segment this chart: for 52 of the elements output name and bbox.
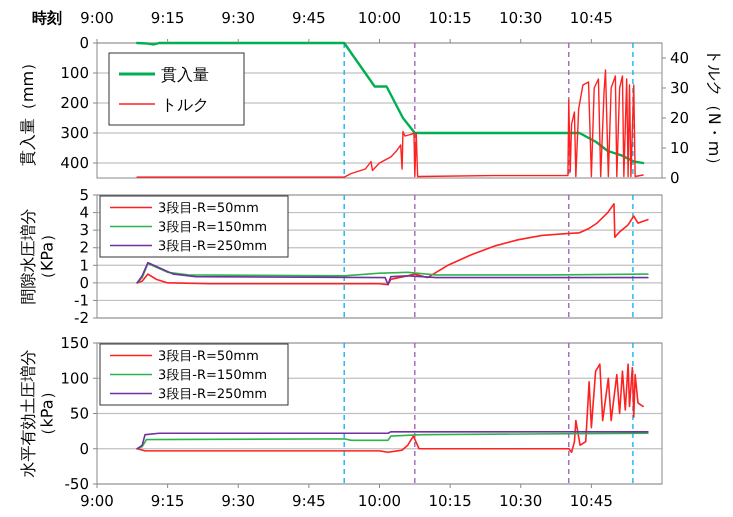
x-tick-label: 9:30 [221, 492, 256, 510]
x-tick-label: 10:15 [428, 9, 472, 27]
y2-tick-label: 20 [670, 109, 690, 127]
y-axis-title: 水平有効土圧増分（kPa） [18, 350, 56, 478]
x-tick-label: 9:45 [292, 492, 326, 510]
x-tick-label: 10:45 [570, 492, 613, 510]
y-tick-label: 1 [79, 256, 89, 274]
y2-tick-label: 0 [670, 169, 680, 187]
y2-tick-label: 40 [670, 49, 690, 67]
y-axis-title: 間隙水圧増分（KPa） [18, 208, 56, 304]
y-tick-label: 150 [60, 334, 89, 352]
x-tick-label: 9:00 [80, 492, 114, 510]
y-tick-label: -1 [74, 291, 89, 310]
y-tick-label: 300 [60, 124, 89, 142]
x-tick-label: 10:30 [499, 9, 542, 27]
y-tick-label: 0 [79, 274, 89, 292]
legend-label: 3段目-R=250mm [158, 239, 268, 254]
legend-label: 3段目-R=50mm [158, 201, 259, 216]
y-tick-label: 2 [79, 238, 89, 257]
y-tick-label: 4 [79, 204, 89, 222]
y-tick-label: 400 [60, 154, 89, 172]
legend-label: 3段目-R=50mm [158, 349, 259, 364]
y-tick-label: -2 [74, 309, 89, 327]
y-tick-label: -50 [64, 475, 89, 493]
y-tick-label: 50 [70, 404, 89, 422]
x-tick-label: 10:45 [570, 9, 613, 27]
x-tick-label: 10:00 [358, 492, 402, 510]
x-tick-label: 10:15 [428, 492, 472, 510]
y-tick-label: 200 [60, 94, 89, 112]
x-tick-label: 9:30 [221, 9, 256, 27]
y-tick-label: 5 [79, 186, 89, 204]
y-tick-label: 0 [79, 440, 89, 458]
legend-label: 3段目-R=150mm [158, 220, 268, 236]
y-axis-title: 貫入量（mm） [18, 54, 37, 166]
x-tick-label: 9:00 [80, 9, 114, 27]
x-tick-label: 9:15 [150, 9, 184, 27]
y2-tick-label: 30 [670, 79, 690, 97]
legend-label: 3段目-R=150mm [158, 368, 268, 384]
y-tick-label: 100 [60, 64, 89, 82]
legend-label: 貫入量 [161, 64, 209, 84]
x-tick-label: 9:45 [292, 9, 326, 27]
legend-label: トルク [161, 94, 209, 114]
y-tick-label: 0 [79, 34, 89, 52]
y-tick-label: 100 [60, 369, 89, 388]
y2-tick-label: 10 [670, 139, 690, 157]
x-axis-title: 時刻 [32, 9, 62, 27]
x-tick-label: 10:30 [499, 492, 542, 510]
legend-label: 3段目-R=250mm [158, 387, 268, 402]
y-tick-label: 3 [79, 221, 89, 240]
y2-axis-title: トルク（N・m） [705, 48, 724, 172]
x-tick-label: 10:00 [358, 9, 402, 27]
x-tick-label: 9:15 [150, 492, 184, 510]
